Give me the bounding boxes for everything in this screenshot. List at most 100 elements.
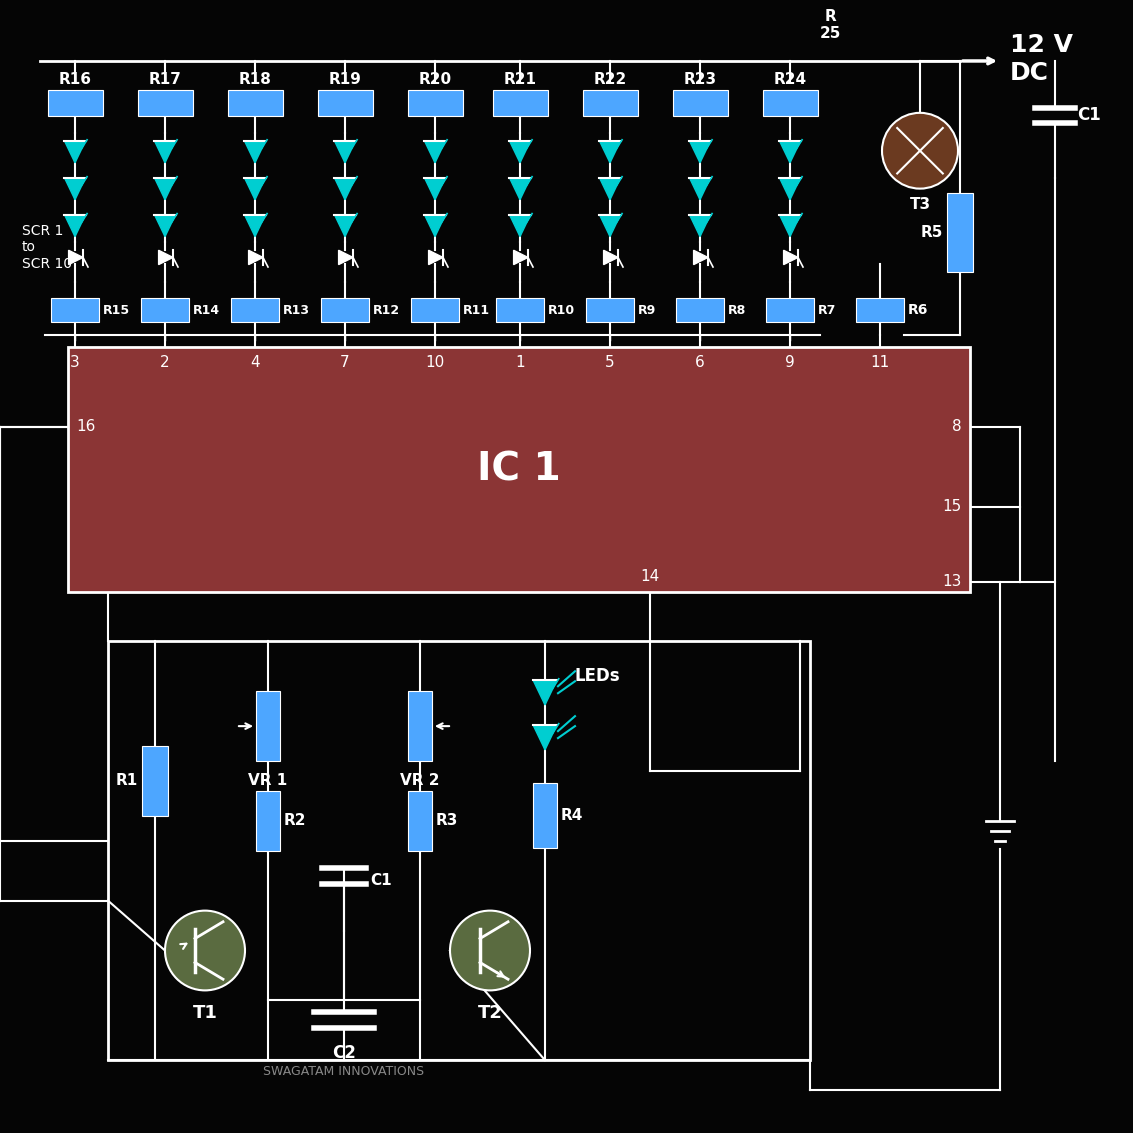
Text: 3: 3 [70, 355, 79, 370]
Circle shape [165, 911, 245, 990]
Polygon shape [780, 140, 801, 163]
Circle shape [881, 113, 959, 188]
Polygon shape [693, 250, 708, 265]
Bar [137, 90, 193, 116]
Polygon shape [334, 214, 356, 237]
Text: 11: 11 [870, 355, 889, 370]
Bar [51, 298, 99, 322]
Text: IC 1: IC 1 [477, 450, 561, 488]
Bar [321, 298, 369, 322]
Bar [408, 791, 432, 851]
Bar [766, 298, 813, 322]
Text: 7: 7 [340, 355, 350, 370]
Text: R18: R18 [239, 71, 272, 87]
Text: C2: C2 [332, 1045, 356, 1063]
Text: R21: R21 [503, 71, 537, 87]
Text: DC: DC [1010, 61, 1049, 85]
Text: SCR 1
to
SCR 10: SCR 1 to SCR 10 [22, 224, 73, 271]
Text: SWAGATAM INNOVATIONS: SWAGATAM INNOVATIONS [264, 1065, 425, 1079]
Text: 4: 4 [250, 355, 259, 370]
Polygon shape [784, 250, 798, 265]
Polygon shape [334, 178, 356, 199]
Text: R9: R9 [638, 304, 656, 317]
Bar [231, 298, 279, 322]
Text: R10: R10 [548, 304, 576, 317]
Polygon shape [510, 214, 530, 237]
Bar [228, 90, 282, 116]
Polygon shape [425, 178, 445, 199]
Text: R22: R22 [594, 71, 627, 87]
Bar [857, 298, 904, 322]
Polygon shape [425, 214, 445, 237]
Polygon shape [248, 250, 263, 265]
Polygon shape [599, 214, 621, 237]
Text: R12: R12 [373, 304, 400, 317]
Text: R2: R2 [284, 813, 307, 828]
Polygon shape [690, 140, 710, 163]
Text: T2: T2 [478, 1004, 502, 1022]
Polygon shape [428, 250, 443, 265]
Bar [947, 193, 973, 272]
Bar [493, 90, 547, 116]
Text: VR 2: VR 2 [400, 773, 440, 787]
Text: 10: 10 [425, 355, 444, 370]
Bar [586, 298, 634, 322]
Text: R6: R6 [908, 304, 928, 317]
Text: R17: R17 [148, 71, 181, 87]
Polygon shape [65, 140, 86, 163]
Polygon shape [339, 250, 353, 265]
Bar [108, 641, 810, 1060]
Text: R11: R11 [463, 304, 491, 317]
Polygon shape [159, 250, 173, 265]
Text: VR 1: VR 1 [248, 773, 288, 787]
Bar [142, 746, 168, 816]
Bar [411, 298, 459, 322]
Polygon shape [533, 680, 557, 705]
Polygon shape [69, 250, 83, 265]
Text: R24: R24 [774, 71, 807, 87]
Text: R16: R16 [59, 71, 92, 87]
Text: R14: R14 [193, 304, 220, 317]
Text: T1: T1 [193, 1004, 218, 1022]
Polygon shape [65, 178, 86, 199]
Bar [763, 90, 818, 116]
Text: 8: 8 [953, 419, 962, 434]
Text: C1: C1 [370, 874, 392, 888]
Text: LEDs: LEDs [576, 667, 621, 685]
Polygon shape [245, 214, 265, 237]
Text: 2: 2 [160, 355, 170, 370]
Text: 16: 16 [76, 419, 95, 434]
Text: R23: R23 [683, 71, 716, 87]
Bar [68, 347, 970, 591]
Bar [496, 298, 544, 322]
Polygon shape [154, 140, 176, 163]
Polygon shape [425, 140, 445, 163]
Text: R15: R15 [103, 304, 130, 317]
Bar [676, 298, 724, 322]
Bar [408, 691, 432, 761]
Bar [408, 90, 462, 116]
Polygon shape [604, 250, 617, 265]
Bar [317, 90, 373, 116]
Bar [140, 298, 189, 322]
Text: R7: R7 [818, 304, 836, 317]
Text: R19: R19 [329, 71, 361, 87]
Circle shape [450, 911, 530, 990]
Bar [533, 784, 557, 849]
Polygon shape [690, 178, 710, 199]
Polygon shape [513, 250, 528, 265]
Polygon shape [599, 178, 621, 199]
Polygon shape [599, 140, 621, 163]
Polygon shape [65, 214, 86, 237]
Text: 6: 6 [696, 355, 705, 370]
Polygon shape [245, 178, 265, 199]
Polygon shape [154, 214, 176, 237]
Polygon shape [245, 140, 265, 163]
Text: 1: 1 [516, 355, 525, 370]
Polygon shape [690, 214, 710, 237]
Polygon shape [780, 214, 801, 237]
Polygon shape [510, 178, 530, 199]
Bar [48, 90, 102, 116]
Polygon shape [154, 178, 176, 199]
Polygon shape [533, 725, 557, 750]
